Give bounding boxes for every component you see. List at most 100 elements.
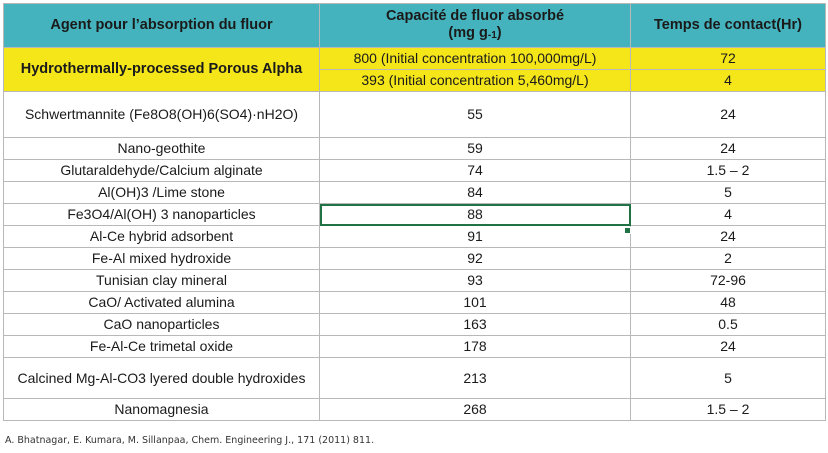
fill-handle[interactable] xyxy=(624,227,631,234)
capacity-cell[interactable]: 101 xyxy=(319,291,631,314)
capacity-value: 93 xyxy=(467,272,483,288)
agent-name: Calcined Mg-Al-CO3 lyered double hydroxi… xyxy=(17,369,306,386)
time-cell[interactable]: 2 xyxy=(630,247,826,270)
capacity-value: 91 xyxy=(467,228,483,244)
table-row: Al-Ce hybrid adsorbent 91 24 xyxy=(3,225,826,248)
citation: A. Bhatnagar, E. Kumara, M. Sillanpaa, C… xyxy=(5,435,375,446)
highlight-row-1: Hydrothermally-processed Porous Alpha 80… xyxy=(3,47,826,92)
agent-cell[interactable]: Fe-Al mixed hydroxide xyxy=(3,247,320,270)
table-row: Schwertmannite (Fe8O8(OH)6(SO4)·nH2O) 55… xyxy=(3,91,826,138)
capacity-cell[interactable]: 92 xyxy=(319,247,631,270)
agent-cell[interactable]: Glutaraldehyde/Calcium alginate xyxy=(3,159,320,182)
agent-name: Al(OH)3 /Lime stone xyxy=(98,184,225,200)
agent-name: Nanomagnesia xyxy=(114,401,209,417)
highlight-capacity-cell-2[interactable]: 393 (Initial concentration 5,460mg/L) xyxy=(319,69,631,92)
header-time-label: Temps de contact(Hr) xyxy=(654,17,802,33)
table-row: Tunisian clay mineral 93 72-96 xyxy=(3,269,826,292)
time-cell[interactable]: 4 xyxy=(630,203,826,226)
table-row: Fe-Al-Ce trimetal oxide 178 24 xyxy=(3,335,826,358)
capacity-cell[interactable]: 213 xyxy=(319,357,631,399)
time-value: 48 xyxy=(720,294,736,310)
capacity-cell[interactable]: 163 xyxy=(319,313,631,336)
time-cell[interactable]: 5 xyxy=(630,357,826,399)
header-agent[interactable]: Agent pour l’absorption du fluor xyxy=(3,3,320,48)
agent-cell[interactable]: Nanomagnesia xyxy=(3,398,320,421)
header-capacity[interactable]: Capacité de fluor absorbé (mg g-1) xyxy=(319,3,631,48)
capacity-value: 74 xyxy=(467,162,483,178)
capacity-cell[interactable]: 93 xyxy=(319,269,631,292)
highlight-time-1: 72 xyxy=(720,50,736,66)
time-value: 24 xyxy=(720,228,736,244)
highlight-agent: Hydrothermally-processed Porous Alpha xyxy=(20,61,303,77)
capacity-cell[interactable]: 59 xyxy=(319,137,631,160)
table-row: CaO/ Activated alumina 101 48 xyxy=(3,291,826,314)
time-cell[interactable]: 24 xyxy=(630,91,826,138)
highlight-row-2: 393 (Initial concentration 5,460mg/L) 4 xyxy=(4,69,826,92)
highlight-time-cell-2[interactable]: 4 xyxy=(630,69,826,92)
time-cell[interactable]: 0.5 xyxy=(630,313,826,336)
table-row: Fe3O4/Al(OH) 3 nanoparticles 88 4 xyxy=(3,203,826,226)
capacity-value: 59 xyxy=(467,140,483,156)
time-value: 1.5 – 2 xyxy=(706,401,750,417)
agent-name: CaO/ Activated alumina xyxy=(88,294,235,310)
capacity-cell[interactable]: 84 xyxy=(319,181,631,204)
header-capacity-unit: (mg g xyxy=(448,24,488,41)
highlight-agent-cell[interactable]: Hydrothermally-processed Porous Alpha xyxy=(3,47,320,92)
capacity-cell[interactable]: 178 xyxy=(319,335,631,358)
capacity-cell[interactable]: 268 xyxy=(319,398,631,421)
capacity-cell[interactable]: 91 xyxy=(319,225,631,248)
agent-cell[interactable]: Al-Ce hybrid adsorbent xyxy=(3,225,320,248)
agent-cell[interactable]: Schwertmannite (Fe8O8(OH)6(SO4)·nH2O) xyxy=(3,91,320,138)
agent-cell[interactable]: Nano-geothite xyxy=(3,137,320,160)
fluoride-adsorption-table: Agent pour l’absorption du fluor Capacit… xyxy=(3,3,826,421)
capacity-value: 178 xyxy=(463,338,487,354)
time-value: 24 xyxy=(720,140,736,156)
highlight-capacity-cell-1[interactable]: 800 (Initial concentration 100,000mg/L) xyxy=(319,47,631,70)
header-capacity-label: Capacité de fluor absorbé xyxy=(385,7,565,24)
time-value: 1.5 – 2 xyxy=(706,162,750,178)
agent-cell[interactable]: Tunisian clay mineral xyxy=(3,269,320,292)
capacity-value: 163 xyxy=(463,316,487,332)
time-value: 5 xyxy=(724,184,732,200)
agent-name: Tunisian clay mineral xyxy=(96,272,227,288)
highlight-time-cell-1[interactable]: 72 xyxy=(630,47,826,70)
time-cell[interactable]: 72-96 xyxy=(630,269,826,292)
header-agent-label: Agent pour l’absorption du fluor xyxy=(50,17,273,33)
table-row: Glutaraldehyde/Calcium alginate 74 1.5 –… xyxy=(3,159,826,182)
time-cell[interactable]: 48 xyxy=(630,291,826,314)
capacity-value: 92 xyxy=(467,250,483,266)
time-cell[interactable]: 1.5 – 2 xyxy=(630,159,826,182)
capacity-cell[interactable]: 55 xyxy=(319,91,631,138)
time-cell[interactable]: 24 xyxy=(630,137,826,160)
header-row: Agent pour l’absorption du fluor Capacit… xyxy=(3,3,826,48)
capacity-value: 101 xyxy=(463,294,487,310)
agent-name: Glutaraldehyde/Calcium alginate xyxy=(60,162,263,178)
time-cell[interactable]: 5 xyxy=(630,181,826,204)
header-time[interactable]: Temps de contact(Hr) xyxy=(630,3,826,48)
time-value: 5 xyxy=(724,369,732,386)
capacity-cell[interactable]: 74 xyxy=(319,159,631,182)
table-row: Nano-geothite 59 24 xyxy=(3,137,826,160)
time-value: 0.5 xyxy=(718,316,738,332)
table-row: Nanomagnesia 268 1.5 – 2 xyxy=(3,398,826,421)
highlight-time-2: 4 xyxy=(724,72,732,88)
agent-cell[interactable]: Calcined Mg-Al-CO3 lyered double hydroxi… xyxy=(3,357,320,399)
capacity-value: 55 xyxy=(467,106,483,122)
capacity-value: 88 xyxy=(467,206,483,222)
time-cell[interactable]: 24 xyxy=(630,225,826,248)
table-row: CaO nanoparticles 163 0.5 xyxy=(3,313,826,336)
capacity-value: 84 xyxy=(467,184,483,200)
time-cell[interactable]: 1.5 – 2 xyxy=(630,398,826,421)
agent-cell[interactable]: Fe-Al-Ce trimetal oxide xyxy=(3,335,320,358)
time-value: 72-96 xyxy=(710,272,746,288)
time-value: 24 xyxy=(720,106,736,122)
time-value: 2 xyxy=(724,250,732,266)
agent-cell[interactable]: CaO/ Activated alumina xyxy=(3,291,320,314)
agent-cell[interactable]: Al(OH)3 /Lime stone xyxy=(3,181,320,204)
agent-name: Al-Ce hybrid adsorbent xyxy=(89,228,234,244)
agent-cell[interactable]: Fe3O4/Al(OH) 3 nanoparticles xyxy=(3,203,320,226)
agent-cell[interactable]: CaO nanoparticles xyxy=(3,313,320,336)
selected-capacity-cell[interactable]: 88 xyxy=(319,203,631,226)
time-cell[interactable]: 24 xyxy=(630,335,826,358)
agent-name: CaO nanoparticles xyxy=(103,316,220,332)
